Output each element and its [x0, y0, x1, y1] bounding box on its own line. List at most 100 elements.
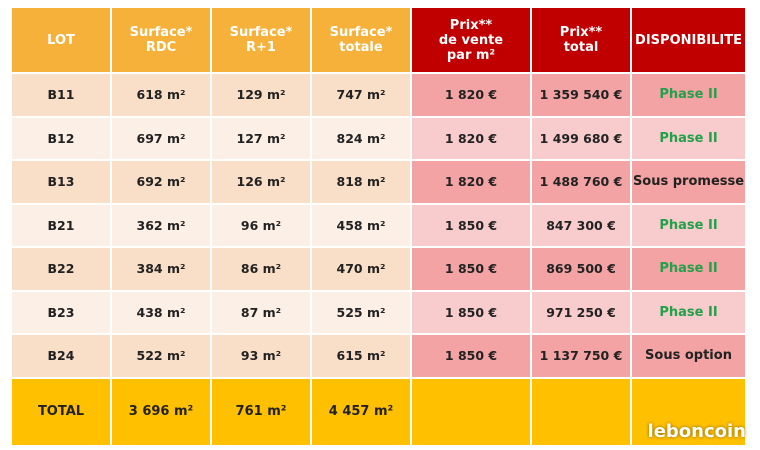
header-cell: LOT — [12, 8, 110, 72]
cell-text: Phase II — [659, 217, 718, 233]
cell: 1 137 750 € — [532, 335, 630, 377]
cell-text: 3 696 m² — [128, 404, 194, 419]
cell: 847 300 € — [532, 204, 630, 246]
cell: Phase II — [632, 248, 745, 290]
cell: 522 m² — [112, 335, 210, 377]
cell-text: B12 — [47, 130, 75, 146]
cell-text: B11 — [47, 87, 75, 103]
cell: 129 m² — [212, 74, 310, 116]
cell: 1 499 680 € — [532, 117, 630, 159]
empty-cell — [532, 378, 630, 445]
cell-text: Sous promesse — [632, 174, 745, 190]
cell: 362 m² — [112, 204, 210, 246]
cell-text: 1 850 € — [444, 304, 498, 320]
cell-text: 692 m² — [136, 174, 186, 190]
total-cell: 761 m² — [212, 378, 310, 445]
cell: 87 m² — [212, 291, 310, 333]
header-cell: Surface* R+1 — [212, 8, 310, 72]
cell-text: Phase II — [659, 87, 718, 103]
cell: 127 m² — [212, 117, 310, 159]
cell-text: 362 m² — [136, 217, 186, 233]
row-label: B12 — [12, 117, 110, 159]
cell: 384 m² — [112, 248, 210, 290]
header-cell: Prix** de vente par m² — [412, 8, 530, 72]
cell: 747 m² — [312, 74, 410, 116]
cell-text: 1 137 750 € — [539, 348, 623, 364]
row-label: B11 — [12, 74, 110, 116]
cell: 1 820 € — [412, 74, 530, 116]
cell-text: 1 850 € — [444, 348, 498, 364]
cell-text: 1 359 540 € — [539, 87, 623, 103]
cell-text: 126 m² — [236, 174, 286, 190]
empty-cell — [412, 378, 530, 445]
cell: Phase II — [632, 291, 745, 333]
cell-text: 1 488 760 € — [539, 174, 623, 190]
cell: 525 m² — [312, 291, 410, 333]
cell: 1 850 € — [412, 204, 530, 246]
cell-text: Prix** — [449, 17, 493, 33]
row-label: B23 — [12, 291, 110, 333]
cell-text: 96 m² — [240, 217, 282, 233]
total-cell: 4 457 m² — [312, 378, 410, 445]
cell-text: 847 300 € — [546, 217, 616, 233]
cell: 96 m² — [212, 204, 310, 246]
row-label: B24 — [12, 335, 110, 377]
cell-text: 615 m² — [336, 348, 386, 364]
cell-text: de vente — [438, 32, 504, 48]
row-label: B22 — [12, 248, 110, 290]
cell: 692 m² — [112, 161, 210, 203]
cell-text: B24 — [47, 348, 75, 364]
cell: 86 m² — [212, 248, 310, 290]
header-cell: Surface* RDC — [112, 8, 210, 72]
cell-text: B13 — [47, 174, 75, 190]
cell-text: 525 m² — [336, 304, 386, 320]
cell-text: 1 820 € — [444, 174, 498, 190]
cell: 1 850 € — [412, 248, 530, 290]
cell-text: 971 250 € — [546, 304, 616, 320]
cell-text: 1 499 680 € — [539, 130, 623, 146]
cell-text: 824 m² — [336, 130, 386, 146]
row-label: B21 — [12, 204, 110, 246]
cell: Phase II — [632, 204, 745, 246]
cell-text: 818 m² — [336, 174, 386, 190]
cell: 1 820 € — [412, 117, 530, 159]
cell-text: B22 — [47, 261, 75, 277]
cell: Phase II — [632, 117, 745, 159]
cell-text: 1 820 € — [444, 130, 498, 146]
cell-text: par m² — [446, 47, 496, 63]
cell-text: Prix** — [559, 25, 603, 40]
cell-text: TOTAL — [37, 404, 85, 419]
cell-text: Phase II — [659, 261, 718, 277]
cell: 458 m² — [312, 204, 410, 246]
cell-text: 127 m² — [236, 130, 286, 146]
cell-text: totale — [339, 40, 383, 55]
cell-text: 129 m² — [236, 87, 286, 103]
cell: 971 250 € — [532, 291, 630, 333]
empty-cell — [632, 378, 745, 445]
cell: 824 m² — [312, 117, 410, 159]
cell-text: 522 m² — [136, 348, 186, 364]
cell-text: Phase II — [659, 304, 718, 320]
cell-text: 87 m² — [240, 304, 282, 320]
cell-text: 438 m² — [136, 304, 186, 320]
cell-text: 869 500 € — [546, 261, 616, 277]
cell-text: Sous option — [645, 348, 732, 364]
total-cell: 3 696 m² — [112, 378, 210, 445]
cell-text: 618 m² — [136, 87, 186, 103]
cell-text: LOT — [47, 32, 75, 48]
cell: 93 m² — [212, 335, 310, 377]
cell-text: Surface* — [129, 25, 193, 40]
cell-text: 1 820 € — [444, 87, 498, 103]
total-label: TOTAL — [12, 378, 110, 445]
cell-text: 458 m² — [336, 217, 386, 233]
cell: 618 m² — [112, 74, 210, 116]
cell-text: 761 m² — [235, 404, 287, 419]
cell: Phase II — [632, 74, 745, 116]
cell-text: Surface* — [229, 25, 293, 40]
header-cell: DISPONIBILITE — [632, 8, 745, 72]
cell-text: 697 m² — [136, 130, 186, 146]
cell: 1 488 760 € — [532, 161, 630, 203]
watermark: leboncoin — [647, 421, 746, 442]
cell-text: 86 m² — [240, 261, 282, 277]
